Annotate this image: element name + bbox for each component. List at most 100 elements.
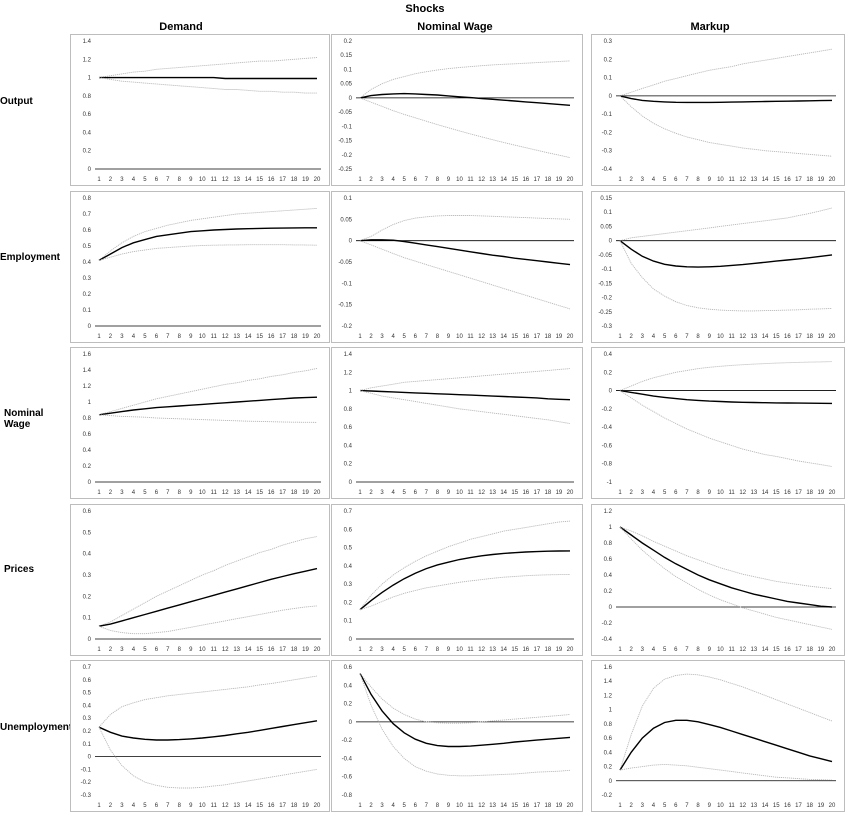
y-tick-label: 0.6 — [83, 432, 92, 438]
chart-panel-unemployment-demand: -0.3 -0.2 -0.1 0 0.1 0.2 0.3 0.4 0.5 0.6 0.7 1 2 3 4 5 6… — [70, 660, 330, 812]
y-tick-label: 0.15 — [600, 196, 612, 202]
x-tick-label: 10 — [456, 490, 463, 496]
x-tick-label: 17 — [795, 334, 802, 340]
y-tick-label: 1.2 — [604, 693, 613, 699]
series-line-upper — [359, 60, 571, 99]
x-tick-label: 2 — [369, 490, 373, 496]
x-tick-label: 5 — [403, 490, 407, 496]
row-label-unemployment: Unemployment — [0, 722, 73, 733]
x-tick-label: 10 — [717, 490, 724, 496]
y-tick-label: 0.1 — [344, 196, 353, 202]
x-tick-label: 9 — [447, 803, 451, 809]
y-tick-label: -0.2 — [342, 324, 353, 330]
x-tick-label: 14 — [245, 803, 252, 809]
figure-title: Shocks — [405, 3, 445, 15]
x-tick-label: 12 — [222, 647, 229, 653]
x-tick-label: 11 — [728, 334, 735, 340]
x-tick-label: 2 — [629, 334, 633, 340]
y-tick-label: 0.3 — [83, 573, 92, 579]
x-tick-label: 3 — [380, 490, 384, 496]
x-tick-label: 16 — [268, 177, 275, 183]
y-tick-label: 0.1 — [604, 76, 613, 82]
x-tick-label: 4 — [391, 177, 395, 183]
y-tick-label: 0.4 — [344, 443, 353, 449]
series-line-lower — [619, 763, 833, 781]
x-tick-label: 8 — [696, 177, 700, 183]
chart-panel-unemployment-markup: -0.2 0 0.2 0.4 0.6 0.8 1 1.2 1.4 1.6 1 2 3 4 5 6 7 8 9 10 11… — [591, 660, 845, 812]
chart-panel-output-markup: -0.4 -0.3 -0.2 -0.1 0 0.1 0.2 0.3 1 2 3 4 5 6 7 8 9 10 11 1… — [591, 34, 845, 186]
x-tick-label: 4 — [132, 803, 136, 809]
series-line-upper — [98, 367, 318, 416]
y-tick-label: 0 — [88, 637, 92, 643]
y-tick-label: 0.2 — [604, 370, 613, 376]
y-tick-label: 0.8 — [83, 416, 92, 422]
x-tick-label: 18 — [545, 490, 552, 496]
x-tick-label: 19 — [817, 177, 824, 183]
x-tick-label: 4 — [132, 177, 136, 183]
x-tick-label: 13 — [233, 334, 240, 340]
y-tick-label: 1 — [609, 708, 613, 714]
x-tick-label: 3 — [641, 334, 645, 340]
x-tick-label: 15 — [256, 803, 263, 809]
x-tick-label: 6 — [674, 334, 678, 340]
y-tick-label: -0.1 — [602, 267, 613, 273]
x-tick-label: 5 — [663, 490, 667, 496]
y-tick-label: -0.1 — [342, 124, 353, 130]
x-tick-label: 5 — [143, 490, 147, 496]
x-tick-label: 12 — [739, 177, 746, 183]
y-tick-label: 0.8 — [83, 196, 92, 202]
chart-panel-employment-demand: 0 0.1 0.2 0.3 0.4 0.5 0.6 0.7 0.8 1 2 3 4 5 6 7 8 9 10 11 12… — [70, 191, 330, 343]
x-tick-label: 4 — [652, 177, 656, 183]
x-tick-label: 11 — [211, 177, 218, 183]
x-tick-label: 10 — [717, 803, 724, 809]
x-tick-label: 6 — [414, 490, 418, 496]
x-tick-label: 15 — [256, 490, 263, 496]
x-tick-label: 17 — [279, 803, 286, 809]
x-tick-label: 12 — [478, 490, 485, 496]
chart-panel-employment-nominal-wage: -0.2 -0.15 -0.1 -0.05 0 0.05 0.1 1 2 3 4 5 6 7 8 9 10 11 1… — [331, 191, 583, 343]
y-tick-label: 1 — [88, 400, 92, 406]
x-tick-label: 12 — [739, 803, 746, 809]
x-tick-label: 14 — [762, 647, 769, 653]
x-tick-label: 6 — [155, 177, 159, 183]
chart-panel-employment-markup: -0.3 -0.25 -0.2 -0.15 -0.1 -0.05 0 0.05 0.1 0.15 1… — [591, 191, 845, 343]
series-line-point — [619, 240, 833, 268]
x-tick-label: 1 — [618, 803, 622, 809]
x-tick-label: 17 — [533, 490, 540, 496]
x-tick-label: 3 — [641, 490, 645, 496]
x-tick-label: 8 — [436, 803, 440, 809]
series-line-upper — [359, 368, 571, 392]
y-tick-label: 0.5 — [83, 244, 92, 250]
y-tick-label: 0.3 — [83, 716, 92, 722]
series-line-lower — [359, 97, 571, 159]
y-tick-label: 0.4 — [604, 352, 613, 358]
y-tick-label: 1.4 — [344, 352, 353, 358]
y-tick-label: 0 — [609, 94, 613, 100]
y-tick-label: 1.6 — [604, 665, 613, 671]
y-tick-label: -0.8 — [342, 793, 353, 799]
x-tick-label: 8 — [436, 334, 440, 340]
x-tick-label: 10 — [199, 177, 206, 183]
x-tick-label: 13 — [489, 647, 496, 653]
series-line-point — [359, 550, 571, 611]
x-tick-label: 19 — [556, 803, 563, 809]
x-tick-label: 5 — [143, 647, 147, 653]
x-tick-label: 18 — [291, 490, 298, 496]
x-tick-label: 16 — [522, 334, 529, 340]
x-tick-label: 6 — [414, 334, 418, 340]
x-tick-label: 19 — [556, 647, 563, 653]
x-tick-label: 20 — [829, 803, 836, 809]
x-tick-label: 14 — [762, 803, 769, 809]
series-line-lower — [359, 574, 571, 611]
x-tick-label: 20 — [829, 490, 836, 496]
x-tick-label: 4 — [132, 647, 136, 653]
series-line-lower — [98, 77, 317, 94]
x-tick-label: 6 — [674, 647, 678, 653]
x-tick-label: 18 — [806, 647, 813, 653]
x-tick-label: 9 — [189, 334, 193, 340]
x-tick-label: 19 — [556, 177, 563, 183]
x-tick-label: 8 — [436, 177, 440, 183]
x-tick-label: 13 — [489, 803, 496, 809]
x-tick-label: 7 — [685, 490, 689, 496]
chart-panel-unemployment-nominal-wage: -0.8 -0.6 -0.4 -0.2 0 0.2 0.4 0.6 1 2 3 4 5 6 7 8 9 10 11 1… — [331, 660, 583, 812]
